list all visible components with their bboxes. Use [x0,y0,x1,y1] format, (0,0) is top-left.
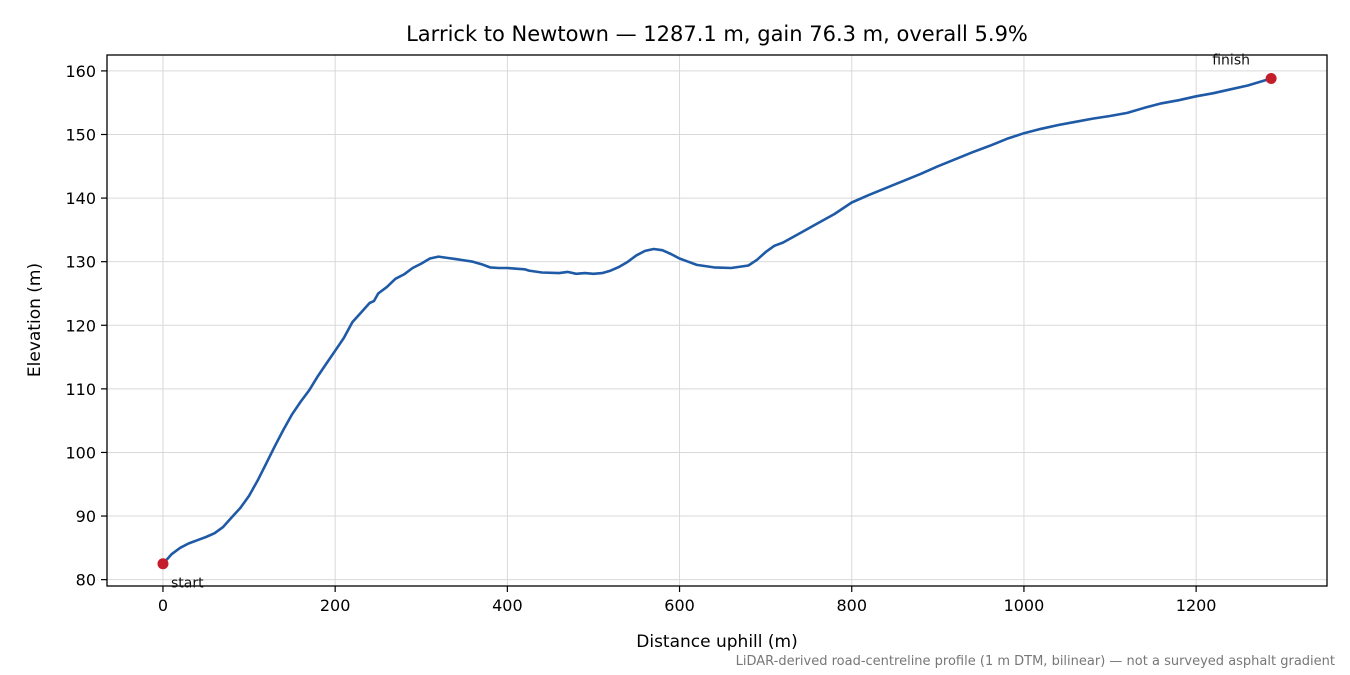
y-gridlines [107,70,1327,581]
x-tick-label: 400 [492,596,523,615]
x-tick-label: 1200 [1176,596,1217,615]
start-marker [157,558,169,570]
y-tick-label: 100 [65,443,96,462]
chart-title: Larrick to Newtown — 1287.1 m, gain 76.3… [406,22,1028,46]
y-tick-label: 90 [76,507,96,526]
y-tick-label: 150 [65,125,96,144]
y-axis-ticks: 80 90 100 110 120 130 140 150 160 [65,62,107,590]
plot-area-frame [106,54,1328,587]
y-tick-label: 140 [65,189,96,208]
finish-marker [1265,73,1277,85]
y-tick-label: 110 [65,380,96,399]
x-tick-label: 1000 [1004,596,1045,615]
x-tick-label: 0 [158,596,168,615]
elevation-profile-line [162,77,1272,565]
start-label: start [171,576,204,592]
x-tick-label: 600 [664,596,695,615]
x-axis-ticks: 0 200 400 600 800 1000 1200 [158,586,1217,615]
chart-footnote: LiDAR-derived road-centreline profile (1… [736,654,1335,669]
y-tick-label: 80 [76,571,96,590]
x-tick-label: 800 [836,596,867,615]
y-tick-label: 120 [65,316,96,335]
y-tick-label: 130 [65,253,96,272]
y-tick-label: 160 [65,62,96,81]
finish-label: finish [1212,53,1250,69]
x-gridlines [162,55,1197,586]
x-axis-label: Distance uphill (m) [636,632,797,652]
x-tick-label: 200 [320,596,351,615]
y-axis-label: Elevation (m) [25,263,45,377]
